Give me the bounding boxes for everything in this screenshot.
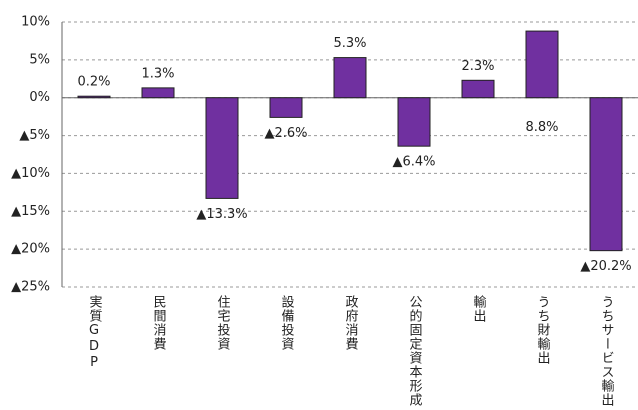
x-tick-label: 輸出 bbox=[471, 295, 487, 323]
bar bbox=[397, 97, 431, 147]
value-label: ▲6.4% bbox=[392, 155, 435, 170]
value-label: ▲13.3% bbox=[196, 207, 247, 222]
x-tick-label: 政府消費 bbox=[343, 295, 359, 351]
x-tick-label: 民間消費 bbox=[151, 295, 167, 351]
y-tick-label: 10% bbox=[21, 15, 50, 30]
y-tick-label: ▲10% bbox=[11, 166, 50, 181]
x-tick-label: 住宅投資 bbox=[215, 295, 231, 351]
x-tick-label: 設備投資 bbox=[279, 294, 295, 351]
x-tick-label: 実質GDP bbox=[87, 294, 103, 371]
bar bbox=[525, 30, 559, 99]
y-tick-label: 5% bbox=[29, 52, 50, 67]
bar bbox=[269, 97, 303, 118]
value-label: 2.3% bbox=[461, 59, 494, 74]
bar bbox=[333, 57, 367, 99]
bar bbox=[461, 79, 495, 99]
y-tick-label: ▲20% bbox=[11, 242, 50, 257]
value-label: 1.3% bbox=[141, 66, 174, 81]
value-label: ▲2.6% bbox=[264, 126, 307, 141]
y-tick-label: ▲25% bbox=[11, 280, 50, 295]
bar bbox=[205, 97, 239, 199]
value-label: 5.3% bbox=[333, 36, 366, 51]
y-tick-label: ▲5% bbox=[19, 128, 50, 143]
value-label: ▲20.2% bbox=[580, 259, 631, 274]
bar bbox=[589, 97, 623, 252]
value-label: 8.8% bbox=[525, 120, 558, 135]
x-tick-label: うち財輸出 bbox=[535, 295, 551, 365]
value-label: 0.2% bbox=[77, 75, 110, 90]
x-tick-label: 公的固定資本形成 bbox=[407, 295, 423, 407]
y-tick-label: 0% bbox=[29, 90, 50, 105]
bar bbox=[77, 95, 111, 99]
y-tick-label: ▲15% bbox=[11, 204, 50, 219]
bar bbox=[141, 87, 175, 99]
x-tick-label: うちサービス輸出 bbox=[599, 295, 615, 407]
